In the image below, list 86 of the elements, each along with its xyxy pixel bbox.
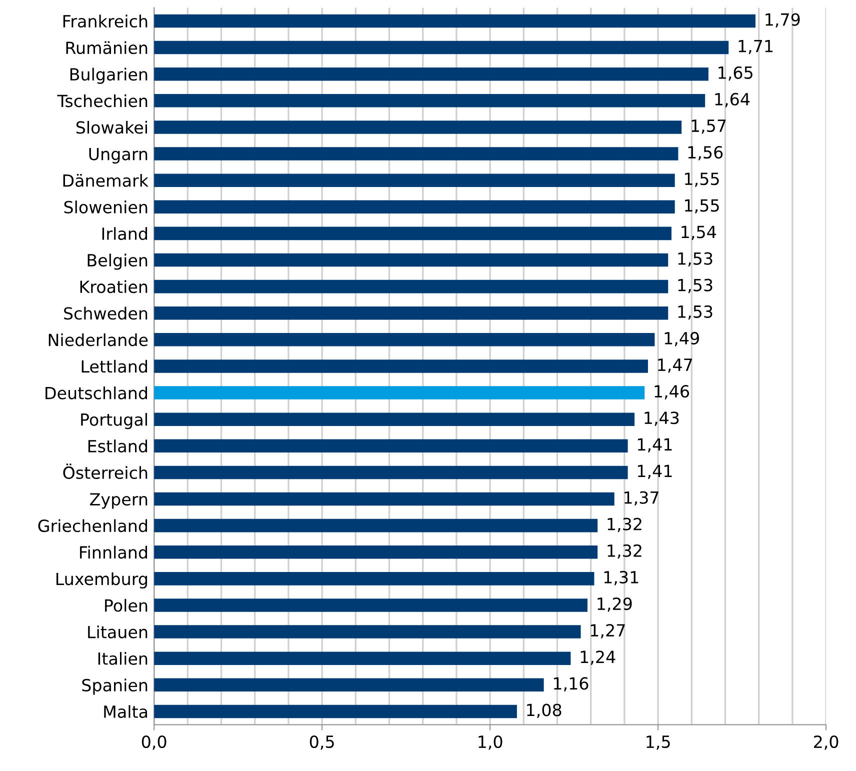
y-tick-label: Dänemark: [63, 174, 148, 187]
bar: [154, 678, 544, 692]
data-label: 1,49: [664, 332, 699, 346]
bar: [154, 545, 598, 559]
bar: [154, 333, 655, 346]
bar: [154, 147, 678, 160]
bar: [154, 174, 675, 187]
bar: [154, 360, 648, 373]
bar: [154, 518, 598, 532]
y-tick-label: Luxemburg: [56, 572, 148, 588]
y-tick-label: Spanien: [82, 678, 148, 695]
y-tick-label: Slowenien: [64, 200, 148, 214]
data-label: 1,53: [678, 278, 712, 294]
y-tick-label: Zypern: [90, 493, 148, 509]
data-label: 1,43: [644, 412, 679, 426]
y-tick-label: Bulgarien: [70, 68, 148, 84]
y-tick-label: Slowakei: [76, 120, 147, 134]
data-label: 1,27: [590, 624, 625, 638]
data-label: 1,65: [718, 66, 752, 81]
y-tick-label: Estland: [88, 440, 148, 452]
data-label: 1,29: [598, 597, 632, 612]
data-label: 1,08: [527, 704, 562, 718]
x-tick-label: 2,0: [814, 735, 838, 750]
data-label: 1,55: [685, 172, 719, 187]
data-label: 1,57: [692, 120, 726, 134]
y-tick-label: Tschechien: [57, 94, 148, 108]
x-tick-label: 0,0: [142, 735, 166, 750]
bar: [154, 439, 628, 453]
data-label: 1,53: [678, 305, 712, 320]
bar: [154, 306, 668, 320]
data-label: 1,71: [738, 40, 773, 54]
y-tick-label: Rumänien: [66, 41, 148, 54]
y-tick-label: Niederlande: [48, 333, 148, 346]
bar: [154, 492, 614, 506]
data-label: 1,37: [624, 491, 658, 506]
y-tick-label: Lettland: [82, 360, 148, 373]
y-tick-label: Finnland: [80, 546, 148, 559]
y-tick-label: Ungarn: [89, 148, 148, 164]
data-label: 1,32: [608, 518, 642, 532]
y-tick-label: Österreich: [63, 464, 148, 480]
y-tick-label: Kroatien: [80, 280, 148, 294]
bar: [154, 386, 645, 400]
data-label: 1,55: [685, 199, 719, 214]
bar: [154, 200, 675, 214]
y-tick-label: Italien: [98, 652, 148, 665]
bar: [154, 412, 635, 426]
y-tick-label: Litauen: [88, 625, 148, 638]
bar: [154, 120, 682, 134]
x-tick-label: 0,5: [310, 735, 334, 750]
bar: [154, 466, 628, 480]
y-tick-label: Belgien: [88, 254, 148, 270]
x-tick-label: 1,0: [478, 735, 502, 750]
data-label: 1,56: [688, 146, 723, 160]
bar: [154, 67, 708, 81]
y-tick-label: Griechenland: [38, 519, 148, 532]
y-tick-label: Portugal: [81, 413, 147, 430]
bar: [154, 704, 517, 718]
data-label: 1,31: [604, 570, 638, 586]
bar: [154, 253, 668, 267]
bar: [154, 40, 729, 54]
data-label: 1,41: [638, 464, 672, 479]
bar: [154, 625, 581, 638]
x-tick-label: 1,5: [646, 736, 670, 750]
y-tick-label: Irland: [102, 227, 148, 240]
bar: [154, 598, 588, 612]
y-tick-label: Deutschland: [46, 386, 148, 400]
data-label: 1,64: [715, 92, 750, 108]
data-label: 1,53: [678, 252, 712, 267]
y-tick-label: Frankreich: [63, 14, 148, 28]
bar: [154, 652, 571, 665]
data-label: 1,79: [766, 13, 800, 28]
bar: [154, 94, 706, 108]
bar: [154, 572, 594, 586]
y-tick-label: Polen: [105, 598, 148, 612]
y-tick-label: Malta: [104, 705, 148, 718]
data-label: 1,41: [638, 438, 672, 452]
data-label: 1,47: [658, 358, 692, 373]
data-label: 1,46: [654, 385, 690, 400]
bar: [154, 226, 672, 240]
bar: [154, 14, 756, 28]
data-label: 1,32: [608, 544, 642, 559]
data-label: 1,16: [554, 677, 588, 692]
data-label: 1,24: [580, 650, 616, 665]
bar: [154, 280, 668, 294]
data-label: 1,54: [682, 226, 716, 240]
y-tick-label: Schweden: [64, 306, 148, 320]
